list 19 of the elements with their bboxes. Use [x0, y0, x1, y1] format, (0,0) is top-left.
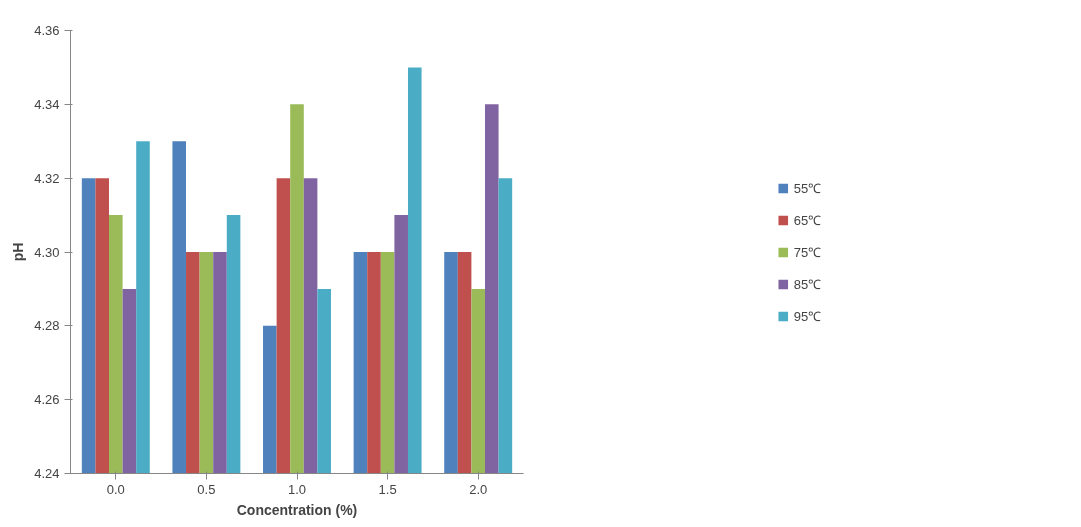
y-tick-label: 4.26: [34, 392, 60, 408]
y-tick-label: 4.34: [34, 96, 60, 112]
legend-label: 55℃: [793, 179, 822, 197]
y-tick-label: 4.30: [34, 244, 60, 260]
x-tick-label: 0.0: [106, 481, 125, 497]
x-tick-label: 1.5: [378, 481, 397, 497]
legend-label: 65℃: [793, 211, 822, 229]
x-axis-title: Concentration (%): [236, 501, 358, 518]
y-tick-label: 4.28: [34, 318, 60, 334]
y-tick-label: 4.32: [34, 170, 60, 186]
y-tick-label: 4.36: [34, 23, 60, 38]
legend-label: 85℃: [793, 275, 822, 293]
x-tick-label: 1.0: [287, 481, 307, 497]
x-tick-label: 2.0: [469, 481, 488, 497]
y-tick-label: 4.24: [34, 466, 60, 481]
y-axis-title: pH: [10, 242, 27, 262]
legend-label: 75℃: [793, 243, 822, 261]
legend-label: 95℃: [793, 307, 822, 325]
x-tick-label: 0.5: [197, 481, 216, 497]
